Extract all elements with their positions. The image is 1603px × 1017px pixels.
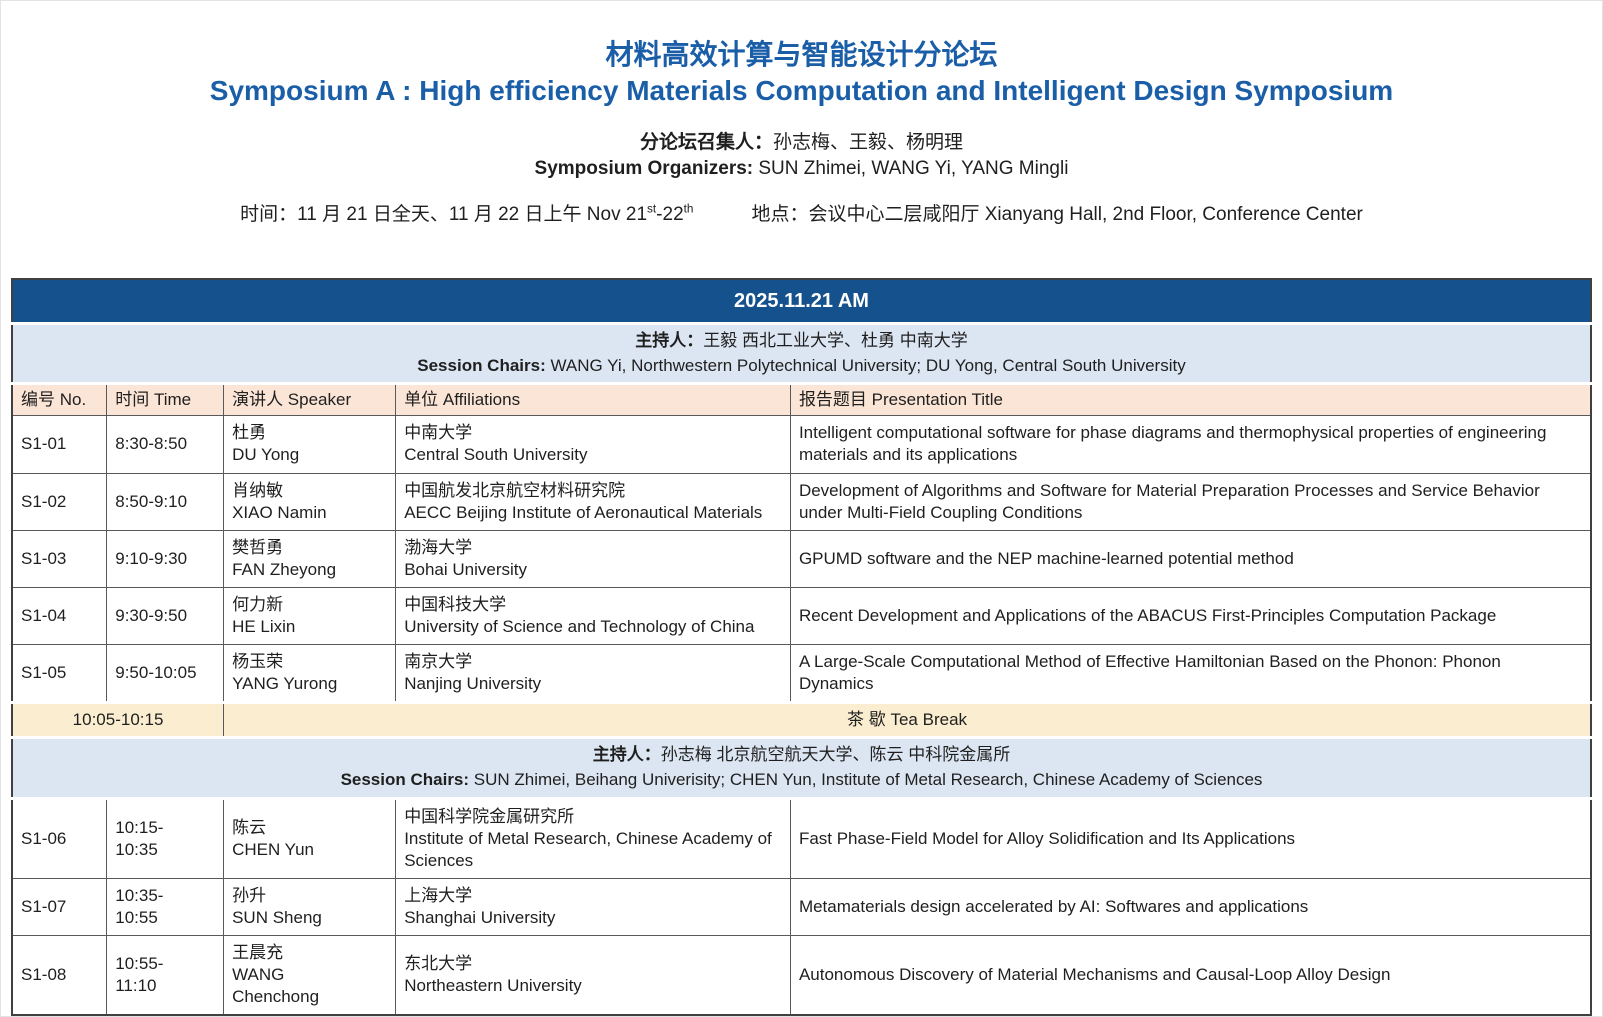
- col-header-affiliation: 单位 Affiliations: [395, 383, 791, 417]
- talk-row-s1-06: S1-06 10:15- 10:35 陈云 CHEN Yun 中国科学院金属研究…: [11, 797, 1592, 879]
- session-location: 地点：会议中心二层咸阳厅 Xianyang Hall, 2nd Floor, C…: [751, 203, 1363, 225]
- organizers-block: 分论坛召集人：孙志梅、王毅、杨明理 Symposium Organizers: …: [11, 130, 1592, 183]
- talk-row-s1-01: S1-01 8:30-8:50 杜勇 DU Yong 中南大学 Central …: [11, 415, 1592, 474]
- talk-row-s1-03: S1-03 9:10-9:30 樊哲勇 FAN Zheyong 渤海大学 Boh…: [11, 529, 1592, 588]
- talk-affiliation: 渤海大学 Bohai University: [395, 529, 791, 588]
- chairs2-line-zh: 主持人：孙志梅 北京航空航天大学、陈云 中科院金属所: [21, 743, 1582, 768]
- chairs2-label-zh: 主持人：: [592, 745, 661, 765]
- organizers-names-en: SUN Zhimei, WANG Yi, YANG Mingli: [753, 158, 1069, 180]
- talk-code: S1-06: [11, 797, 108, 879]
- chairs1-line-en: Session Chairs: WANG Yi, Northwestern Po…: [21, 354, 1582, 379]
- talk-speaker: 王晨充 WANG Chenchong: [223, 935, 397, 1016]
- organizers-label-en: Symposium Organizers:: [534, 158, 754, 180]
- session-time-text: 时间：11 月 21 日全天、11 月 22 日上午 Nov 21: [240, 203, 648, 225]
- talk-affiliation: 南京大学 Nanjing University: [395, 644, 791, 704]
- talk-speaker: 樊哲勇 FAN Zheyong: [223, 529, 397, 588]
- talk-speaker: 孙升 SUN Sheng: [223, 877, 397, 937]
- col-header-time: 时间 Time: [106, 383, 225, 417]
- talk-time: 10:15- 10:35: [106, 797, 225, 879]
- talk-affiliation: 上海大学 Shanghai University: [395, 877, 791, 937]
- talk-speaker: 陈云 CHEN Yun: [223, 797, 397, 879]
- talk-affiliation: 中国科技大学 University of Science and Technol…: [395, 586, 791, 646]
- talk-time: 10:35- 10:55: [106, 877, 225, 937]
- talk-affiliation: 中国科学院金属研究所 Institute of Metal Research, …: [395, 797, 791, 879]
- talk-title: A Large-Scale Computational Method of Ef…: [789, 644, 1592, 704]
- column-header-row: 编号 No. 时间 Time 演讲人 Speaker 单位 Affiliatio…: [11, 383, 1592, 417]
- session-time-text2: -22: [656, 203, 684, 225]
- tea-break-time: 10:05-10:15: [11, 701, 225, 740]
- session-chairs-row-2: 主持人：孙志梅 北京航空航天大学、陈云 中科院金属所 Session Chair…: [11, 736, 1592, 800]
- organizers-line-en: Symposium Organizers: SUN Zhimei, WANG Y…: [11, 156, 1592, 183]
- chairs2-label-en: Session Chairs:: [340, 770, 470, 790]
- talk-code: S1-07: [11, 877, 108, 937]
- organizers-line-zh: 分论坛召集人：孙志梅、王毅、杨明理: [11, 130, 1592, 157]
- talk-time: 8:50-9:10: [106, 472, 225, 531]
- date-banner-row: 2025.11.21 AM: [11, 278, 1592, 325]
- talk-speaker: 杨玉荣 YANG Yurong: [223, 644, 397, 704]
- talk-time: 10:55- 11:10: [106, 935, 225, 1016]
- time-superscript-th: th: [683, 202, 694, 216]
- organizers-label-zh: 分论坛召集人：: [639, 131, 773, 153]
- talk-title: Metamaterials design accelerated by AI: …: [789, 877, 1592, 937]
- talk-title: Fast Phase-Field Model for Alloy Solidif…: [789, 797, 1592, 879]
- chairs2-line-en: Session Chairs: SUN Zhimei, Beihang Univ…: [21, 768, 1582, 793]
- talk-speaker: 肖纳敏 XIAO Namin: [223, 472, 397, 531]
- talk-title: Development of Algorithms and Software f…: [789, 472, 1592, 531]
- talk-code: S1-02: [11, 472, 108, 531]
- session-time: 时间：11 月 21 日全天、11 月 22 日上午 Nov 21st-22th: [240, 199, 693, 226]
- talk-code: S1-01: [11, 415, 108, 474]
- chairs2-names-en: SUN Zhimei, Beihang Univerisity; CHEN Yu…: [469, 770, 1263, 790]
- talk-time: 8:30-8:50: [106, 415, 225, 474]
- tea-break-row: 10:05-10:15 茶 歇 Tea Break: [11, 701, 1592, 740]
- talk-title: Autonomous Discovery of Material Mechani…: [789, 935, 1592, 1016]
- talk-row-s1-04: S1-04 9:30-9:50 何力新 HE Lixin 中国科技大学 Univ…: [11, 586, 1592, 646]
- session-chairs-cell-1: 主持人：王毅 西北工业大学、杜勇 中南大学 Session Chairs: WA…: [11, 321, 1592, 386]
- talk-code: S1-04: [11, 586, 108, 646]
- talk-row-s1-07: S1-07 10:35- 10:55 孙升 SUN Sheng 上海大学 Sha…: [11, 877, 1592, 937]
- talk-affiliation: 中国航发北京航空材料研究院 AECC Beijing Institute of …: [395, 472, 791, 531]
- session-chairs-row-1: 主持人：王毅 西北工业大学、杜勇 中南大学 Session Chairs: WA…: [11, 321, 1592, 386]
- talk-code: S1-05: [11, 644, 108, 704]
- talk-row-s1-02: S1-02 8:50-9:10 肖纳敏 XIAO Namin 中国航发北京航空材…: [11, 472, 1592, 531]
- talk-code: S1-03: [11, 529, 108, 588]
- talk-speaker: 何力新 HE Lixin: [223, 586, 397, 646]
- chairs1-label-zh: 主持人：: [635, 330, 704, 350]
- talk-row-s1-05: S1-05 9:50-10:05 杨玉荣 YANG Yurong 南京大学 Na…: [11, 644, 1592, 704]
- talk-time: 9:30-9:50: [106, 586, 225, 646]
- talk-code: S1-08: [11, 935, 108, 1016]
- talk-row-s1-08: S1-08 10:55- 11:10 王晨充 WANG Chenchong 东北…: [11, 935, 1592, 1016]
- chairs1-line-zh: 主持人：王毅 西北工业大学、杜勇 中南大学: [21, 329, 1582, 354]
- program-table: 2025.11.21 AM 主持人：王毅 西北工业大学、杜勇 中南大学 Sess…: [11, 277, 1592, 1017]
- talk-affiliation: 中南大学 Central South University: [395, 415, 791, 474]
- session-chairs-cell-2: 主持人：孙志梅 北京航空航天大学、陈云 中科院金属所 Session Chair…: [11, 736, 1592, 800]
- col-header-title: 报告题目 Presentation Title: [789, 383, 1592, 417]
- talk-affiliation: 东北大学 Northeastern University: [395, 935, 791, 1016]
- chairs1-label-en: Session Chairs:: [417, 355, 546, 375]
- organizers-names-zh: 孙志梅、王毅、杨明理: [773, 131, 964, 153]
- col-header-speaker: 演讲人 Speaker: [223, 383, 397, 417]
- symposium-title-en: Symposium A : High efficiency Materials …: [209, 75, 1394, 107]
- time-superscript-st: st: [647, 202, 657, 216]
- tea-break-label: 茶 歇 Tea Break: [223, 701, 1592, 740]
- talk-title: Recent Development and Applications of t…: [789, 586, 1592, 646]
- talk-speaker: 杜勇 DU Yong: [223, 415, 397, 474]
- program-header: 材料高效计算与智能设计分论坛 Symposium A : High effici…: [11, 1, 1592, 226]
- talk-time: 9:50-10:05: [106, 644, 225, 704]
- time-location-line: 时间：11 月 21 日全天、11 月 22 日上午 Nov 21st-22th…: [11, 199, 1592, 226]
- talk-title: Intelligent computational software for p…: [789, 415, 1592, 474]
- talk-time: 9:10-9:30: [106, 529, 225, 588]
- chairs1-names-zh: 王毅 西北工业大学、杜勇 中南大学: [703, 330, 968, 350]
- col-header-no: 编号 No.: [11, 383, 108, 417]
- chairs1-names-en: WANG Yi, Northwestern Polytechnical Univ…: [545, 355, 1186, 375]
- date-banner: 2025.11.21 AM: [11, 278, 1592, 325]
- chairs2-names-zh: 孙志梅 北京航空航天大学、陈云 中科院金属所: [660, 745, 1011, 765]
- symposium-title-zh: 材料高效计算与智能设计分论坛: [605, 39, 998, 70]
- talk-title: GPUMD software and the NEP machine-learn…: [789, 529, 1592, 588]
